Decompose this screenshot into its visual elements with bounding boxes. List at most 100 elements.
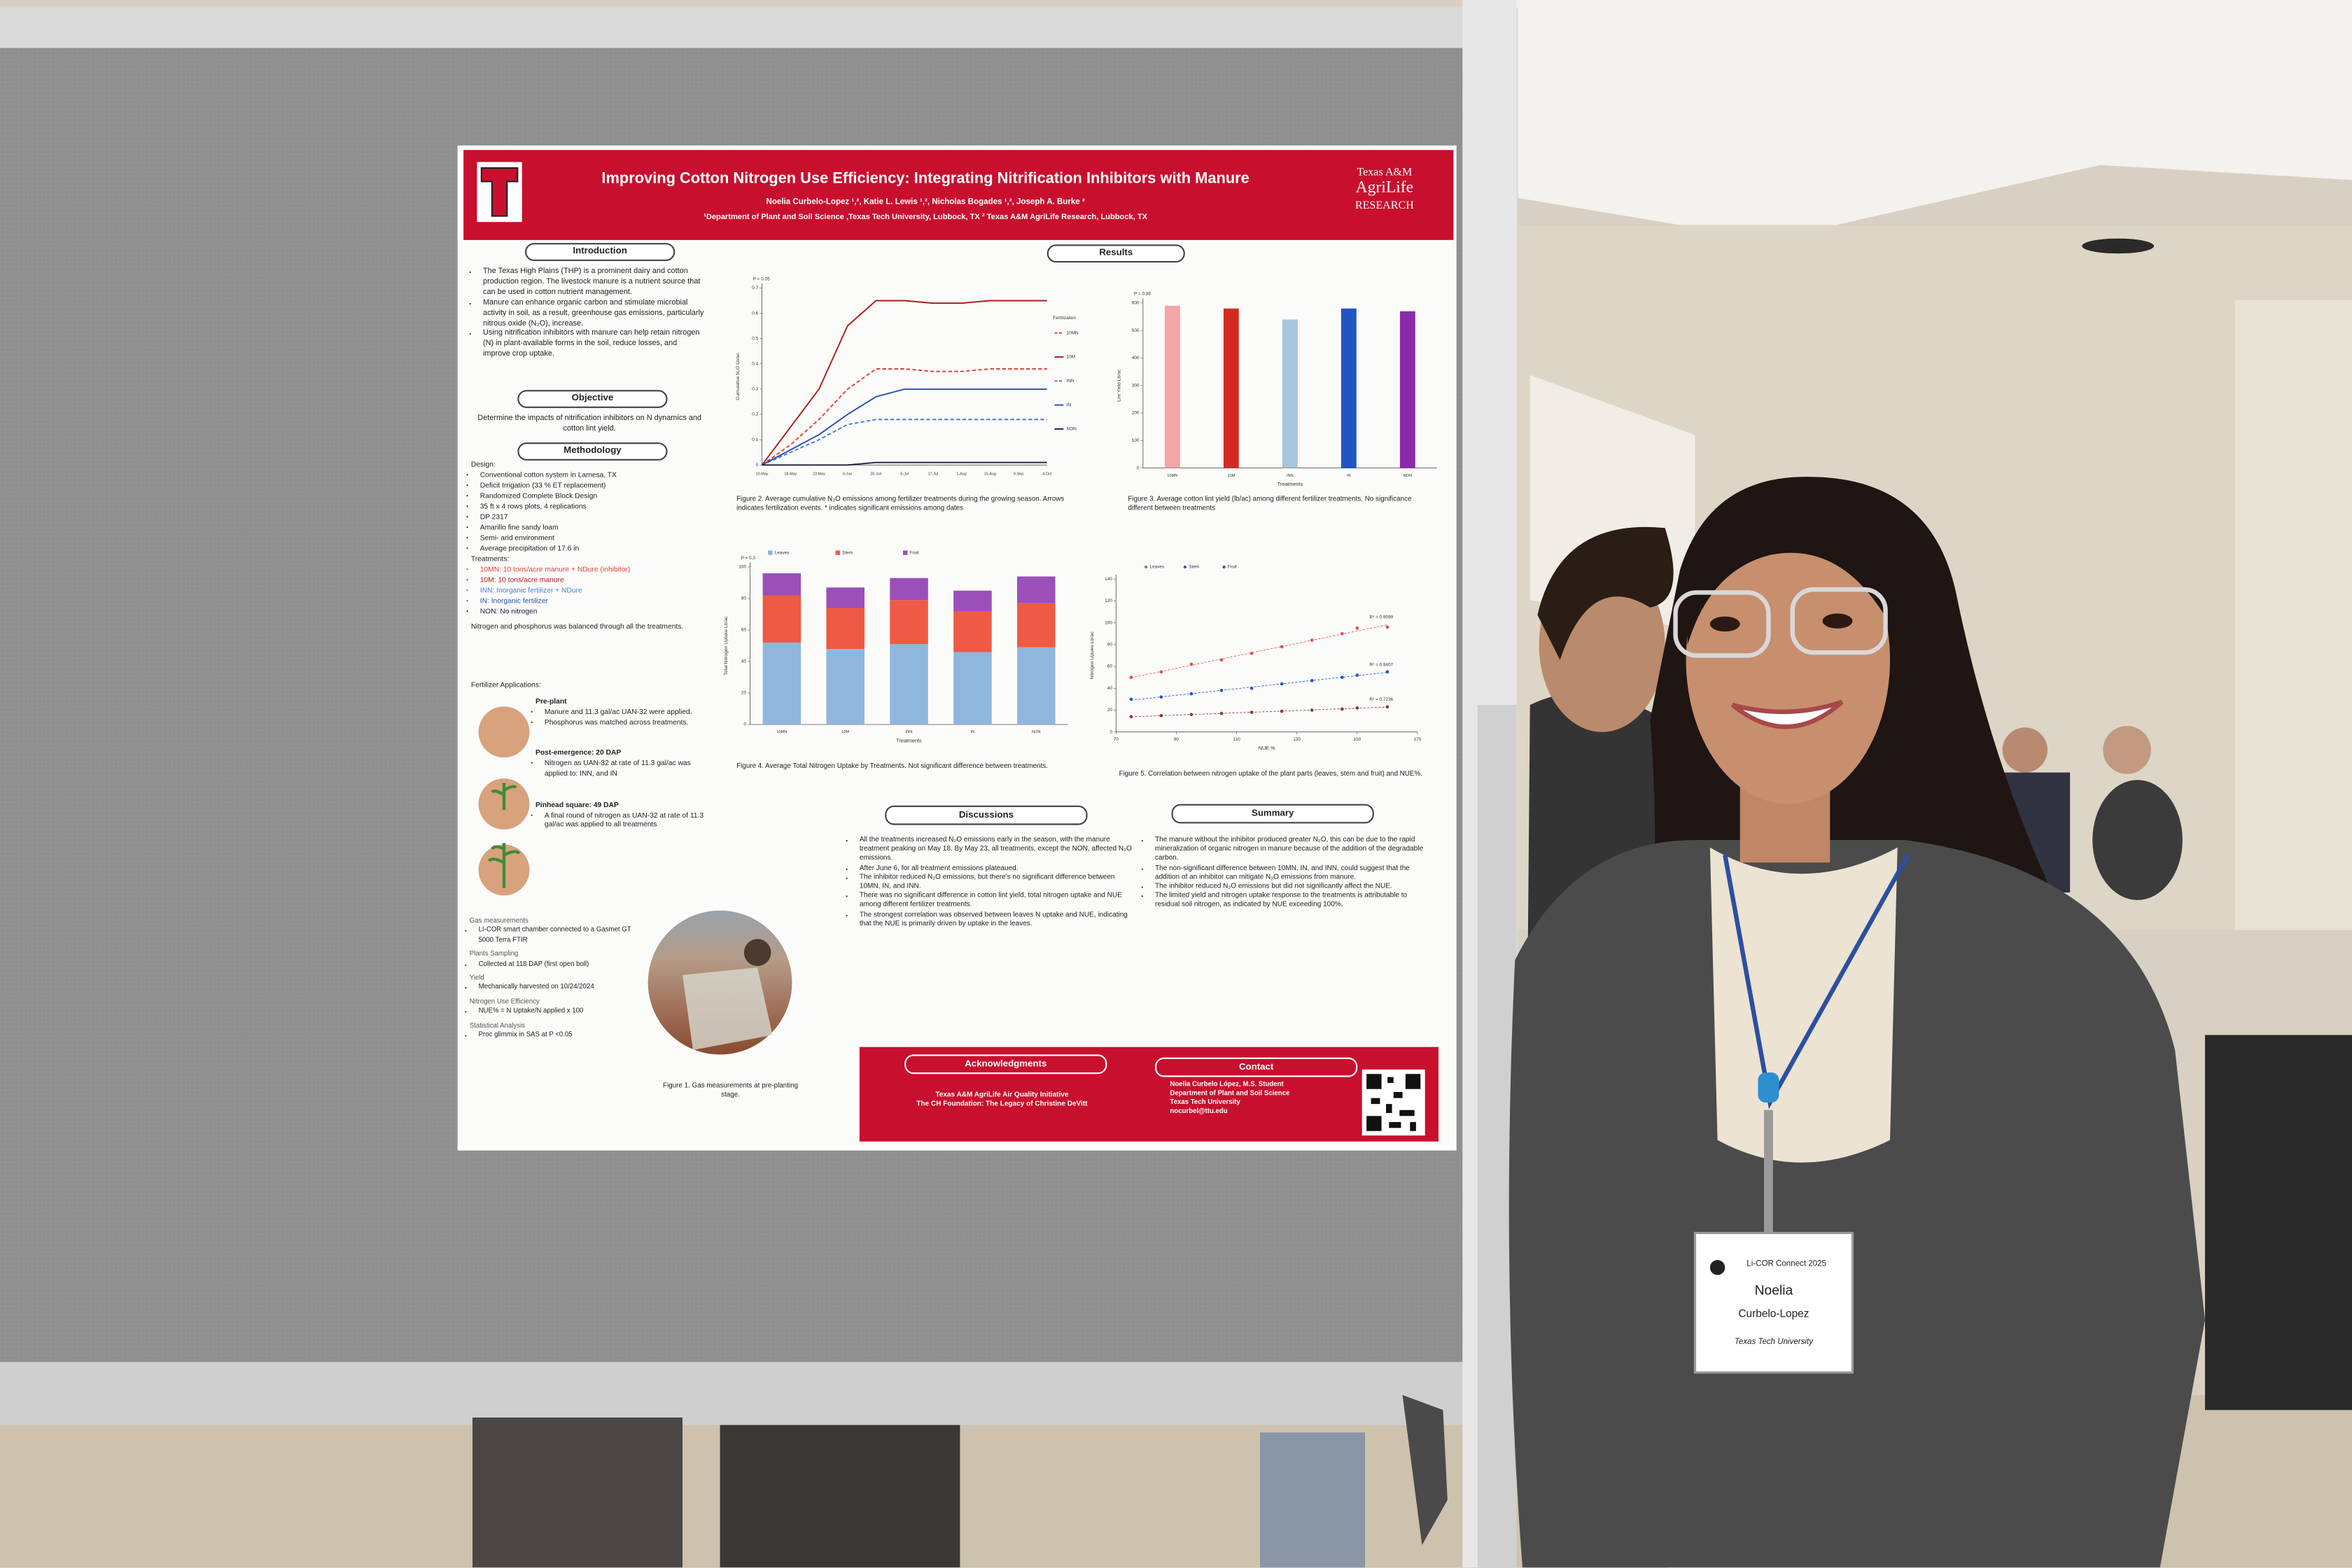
bar bbox=[1399, 311, 1415, 468]
objective-text: Determine the impacts of nitrification i… bbox=[477, 414, 701, 434]
figure-caption: Figure 3. Average cotton lint yield (lb/… bbox=[1128, 495, 1412, 512]
summary-bullet: The limited yield and nitrogen uptake re… bbox=[1155, 891, 1425, 910]
measurement-bullet: NUE% = N Uptake/N applied x 100 bbox=[479, 1007, 647, 1016]
intro-bullet-list: The Texas High Plains (THP) is a promine… bbox=[474, 267, 705, 360]
x-tick-label: 150 bbox=[1354, 737, 1362, 742]
design-item: Deficit Irrigation (33 % ET replacement) bbox=[480, 482, 708, 492]
fertilizer-label: Fertilizer Applications: bbox=[470, 682, 541, 690]
x-tick-label: 70 bbox=[1114, 737, 1119, 742]
application-bullet: Manure and 11.3 gal/ac UAN-32 were appli… bbox=[545, 709, 706, 720]
y-tick-label: 600 bbox=[1132, 301, 1140, 306]
board-frame-bottom bbox=[0, 1362, 1470, 1425]
measurement-bullet: LI-COR smart chamber connected to a Gasm… bbox=[479, 926, 647, 945]
summary-bullet: The inhibitor reduced N₂O emissions but … bbox=[1155, 882, 1425, 891]
legend-label: Fruit bbox=[1228, 565, 1237, 570]
series-line bbox=[762, 419, 1047, 466]
chart-annotation: P = 0.36 bbox=[1134, 292, 1151, 297]
legend-label: Fruit bbox=[910, 550, 919, 555]
logo-text: AgriLife bbox=[1355, 178, 1414, 197]
legend-label: Leaves bbox=[775, 550, 790, 555]
legend-swatch bbox=[1183, 565, 1186, 569]
figure-caption: Figure 2. Average cumulative N₂O emissio… bbox=[736, 495, 1065, 512]
acknowledgment: Texas A&M AgriLife Air Quality Initiativ… bbox=[935, 1090, 1069, 1098]
contact-block: Noelia Curbelo López, M.S. Student Depart… bbox=[1170, 1080, 1357, 1116]
bar bbox=[1340, 308, 1357, 468]
legend-label: NON bbox=[1067, 427, 1077, 432]
scatter-point bbox=[1385, 670, 1390, 674]
summary-bullet: The manure without the inhibitor produce… bbox=[1155, 836, 1425, 864]
series-line bbox=[761, 300, 1047, 465]
table bbox=[2205, 1035, 2352, 1410]
x-tick-label: 6-Jun bbox=[843, 472, 852, 477]
design-item: Average precipitation of 17.6 in bbox=[480, 545, 708, 555]
y-tick-label: 40 bbox=[741, 659, 747, 664]
eye bbox=[1709, 616, 1740, 632]
y-tick-label: 0.7 bbox=[752, 286, 758, 290]
poster-authors: Noelia Curbelo-Lopez ¹,², Katie L. Lewis… bbox=[766, 197, 1085, 207]
treatment: IN: Inorganic fertilizer bbox=[480, 597, 708, 608]
y-tick-label: 80 bbox=[1107, 643, 1113, 648]
legend-label: 10MN bbox=[1067, 330, 1079, 335]
treatment: 10MN: 10 tons/acre manure + NDure (inhib… bbox=[480, 566, 708, 576]
x-tick-label: 4-Oct bbox=[1042, 472, 1052, 477]
bar bbox=[1164, 305, 1180, 468]
bar-segment bbox=[890, 578, 928, 601]
contact-line: Texas Tech University bbox=[1170, 1098, 1240, 1106]
x-tick-label: 90 bbox=[1174, 737, 1180, 742]
legend-swatch bbox=[768, 550, 773, 555]
summary-block: The manure without the inhibitor produce… bbox=[1146, 836, 1425, 910]
measurement-bullet-list: LI-COR smart chamber connected to a Gasm… bbox=[470, 926, 647, 945]
measurement-bullet-list: Mechanically harvested on 10/24/2024 bbox=[470, 983, 647, 993]
trend-line bbox=[1130, 706, 1387, 718]
ttu-logo-mark bbox=[480, 167, 519, 217]
y-axis-title: Cumulative N₂O Lb/ac bbox=[736, 352, 741, 400]
x-tick-label: 1-Aug bbox=[956, 472, 966, 477]
measurement-label: Yield bbox=[469, 973, 484, 981]
x-tick-label: 17-Jul bbox=[928, 472, 939, 477]
discussion-bullet: There was no significant difference in c… bbox=[860, 891, 1135, 910]
design-item: Conventional cotton system in Lamesa, TX bbox=[480, 471, 708, 482]
intro-bullet: The Texas High Plains (THP) is a promine… bbox=[483, 267, 705, 298]
x-tick-label: 5-Jul bbox=[900, 472, 909, 477]
section-heading: Acknowledgments bbox=[904, 1054, 1107, 1074]
legend-swatch bbox=[1144, 565, 1148, 569]
y-tick-label: 0 bbox=[756, 463, 759, 468]
x-tick-label: 10MN bbox=[1167, 474, 1177, 478]
poster-header bbox=[463, 150, 1454, 240]
y-axis-title: Lint Yield Lb/ac bbox=[1116, 369, 1121, 402]
y-tick-label: 140 bbox=[1105, 577, 1112, 582]
measurements-block: Gas measurements LI-COR smart chamber con… bbox=[470, 916, 647, 1040]
measurement-bullet-list: Proc glimmix in SAS at P <0.05 bbox=[470, 1030, 647, 1040]
legend-label: Leaves bbox=[1150, 565, 1165, 570]
pillar bbox=[2234, 300, 2352, 930]
figure-caption: Figure 4. Average Total Nitrogen Uptake … bbox=[736, 762, 1049, 770]
discussion-block: All the treatments increased N₂O emissio… bbox=[850, 836, 1135, 929]
x-tick-label: 10M bbox=[1227, 474, 1235, 478]
bar-segment bbox=[953, 590, 992, 611]
scatter-point bbox=[1340, 676, 1344, 680]
y-tick-label: 0.5 bbox=[752, 336, 758, 341]
application-bullet-list: Nitrogen as UAN-32 at rate of 11.3 gal/a… bbox=[536, 761, 706, 781]
design-item: DP 2317 bbox=[480, 513, 708, 524]
application-bullet-list: A final round of nitrogen as UAN-32 at r… bbox=[536, 813, 706, 833]
intro-bullet: Using nitrification inhibitors with manu… bbox=[483, 329, 705, 360]
design-item: Amarillo fine sandy loam bbox=[480, 524, 708, 534]
treatments-label: Treatments: bbox=[470, 556, 510, 564]
chart-annotation: P = 0.3 bbox=[741, 556, 756, 561]
x-tick-label: 10M bbox=[841, 730, 849, 734]
measurement-label: Statistical Analysis bbox=[469, 1021, 526, 1029]
pre-plant-icon bbox=[478, 706, 530, 758]
y-tick-label: 400 bbox=[1132, 356, 1140, 360]
y-tick-label: 0 bbox=[1137, 465, 1140, 470]
bar-segment bbox=[1017, 603, 1056, 648]
badge-clip bbox=[1764, 1110, 1773, 1238]
badge-first-name: Noelia bbox=[1754, 1282, 1793, 1298]
bar-segment bbox=[762, 642, 802, 724]
bar-segment bbox=[953, 610, 992, 652]
design-item: Semi- arid environment bbox=[480, 534, 708, 545]
section-heading: Contact bbox=[1155, 1057, 1358, 1077]
design-item-list: Conventional cotton system in Lamesa, TX… bbox=[471, 471, 708, 555]
x-tick-label: IN bbox=[971, 730, 975, 734]
